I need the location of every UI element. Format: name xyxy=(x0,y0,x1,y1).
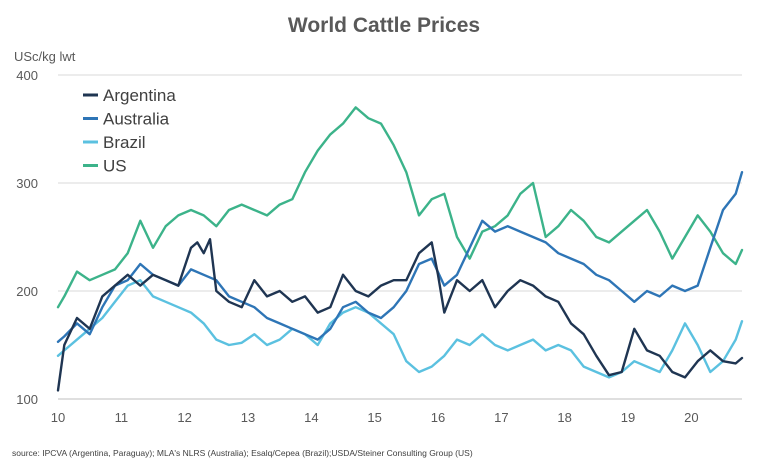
y-tick-label: 100 xyxy=(16,392,38,407)
legend-label-us: US xyxy=(103,157,127,176)
grid-lines xyxy=(58,74,742,292)
legend-label-australia: Australia xyxy=(103,110,170,129)
series-line-us xyxy=(56,106,744,309)
series-line-brazil xyxy=(56,279,744,379)
x-tick-label: 20 xyxy=(684,410,698,425)
x-tick-label: 12 xyxy=(177,410,191,425)
series-line-argentina xyxy=(56,238,744,392)
chart-title: World Cattle Prices xyxy=(287,14,481,37)
series-line-australia xyxy=(56,171,744,343)
legend: Argentina Australia Brazil US xyxy=(83,86,176,176)
x-tick-label: 19 xyxy=(621,410,635,425)
axes: 100 200 300 400 10 11 12 13 14 15 16 17 18 19 20 xyxy=(16,68,742,425)
x-tick-label: 10 xyxy=(51,410,65,425)
x-tick-label: 11 xyxy=(115,410,129,425)
y-tick-label: 400 xyxy=(16,68,38,83)
source-note: source: IPCVA (Argentina, Paraguay); MLA… xyxy=(12,448,473,458)
x-tick-label: 13 xyxy=(241,410,255,425)
x-tick-label: 17 xyxy=(494,410,508,425)
y-axis-unit-label: USc/kg lwt xyxy=(14,49,76,64)
x-tick-label: 14 xyxy=(304,410,318,425)
y-tick-label: 300 xyxy=(16,176,38,191)
x-tick-label: 16 xyxy=(431,410,445,425)
legend-label-brazil: Brazil xyxy=(103,133,146,152)
x-tick-label: 18 xyxy=(557,410,571,425)
legend-label-argentina: Argentina xyxy=(103,86,176,105)
x-tick-label: 15 xyxy=(367,410,381,425)
series-lines xyxy=(56,106,744,392)
y-tick-label: 200 xyxy=(16,284,38,299)
